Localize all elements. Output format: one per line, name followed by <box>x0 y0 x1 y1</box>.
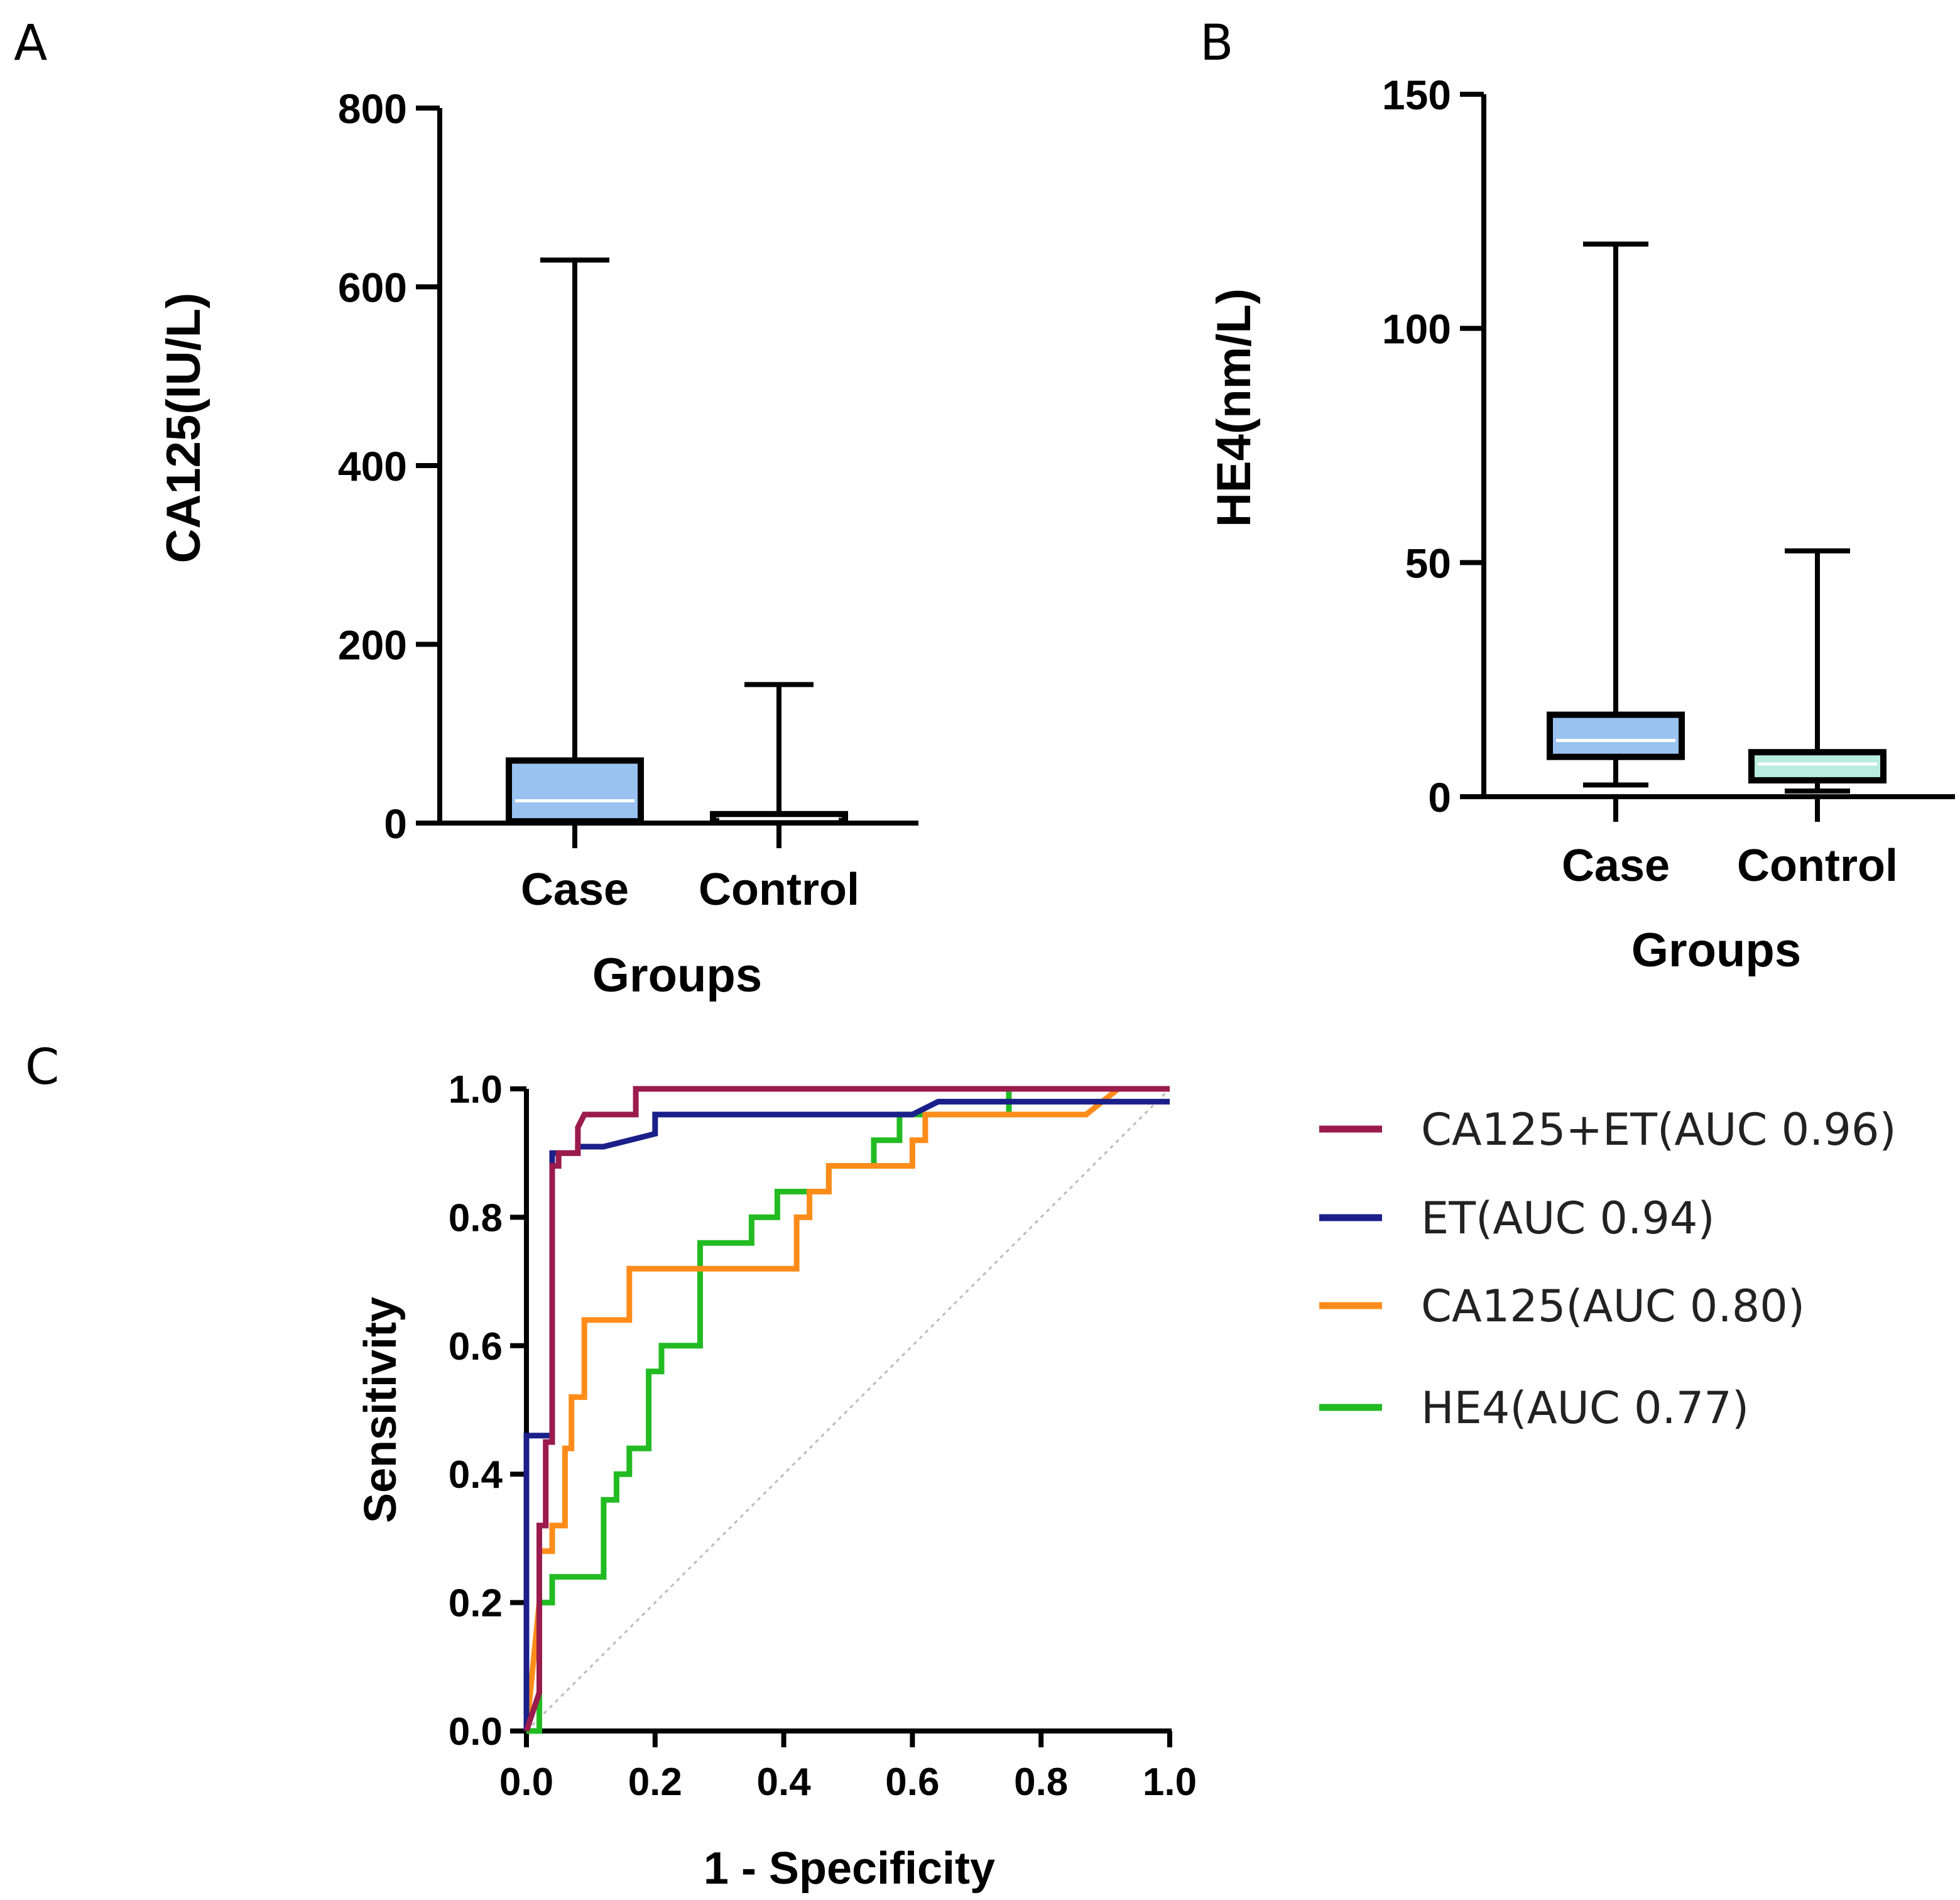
x-tick-label: Case <box>521 865 629 915</box>
box-iqr <box>506 757 644 825</box>
legend-label: HE4(AUC 0.77) <box>1421 1382 1749 1434</box>
x-tick-label: 0.6 <box>885 1761 939 1804</box>
box-case: Case <box>506 257 644 915</box>
x-axis-title: Groups <box>592 949 762 1002</box>
legend: CA125+ET(AUC 0.96) ET(AUC 0.94) CA125(AUC … <box>1319 1104 1897 1434</box>
box-control: Control <box>699 682 859 915</box>
x-tick-label: Control <box>699 865 859 915</box>
y-tick-label: 0.4 <box>449 1453 503 1497</box>
y-tick-label: 1.0 <box>449 1068 503 1111</box>
box-control: Control <box>1737 548 1898 891</box>
legend-label: ET(AUC 0.94) <box>1421 1193 1715 1244</box>
chart-b: 0 50 100 150 HE4(nm/L) Groups Case Control <box>1207 72 1955 977</box>
roc-line-he4-auc-0-77 <box>526 1086 1170 1734</box>
chart-a: 0 200 400 600 800 CA125(IU/L) Groups Case Contro… <box>157 85 918 1002</box>
x-tick-label: 0.0 <box>499 1761 553 1804</box>
y-tick-label: 100 <box>1382 306 1451 352</box>
box-iqr <box>1748 749 1886 783</box>
y-tick-label: 0.2 <box>449 1582 503 1625</box>
x-axis-title: 1 - Specificity <box>704 1843 995 1894</box>
legend-label: CA125+ET(AUC 0.96) <box>1421 1104 1897 1155</box>
legend-label: CA125(AUC 0.80) <box>1421 1280 1805 1332</box>
panel-label-c: C <box>25 1039 59 1096</box>
y-axis-title: HE4(nm/L) <box>1207 288 1261 527</box>
panel-label-a: A <box>14 15 47 72</box>
y-tick-label: 50 <box>1405 540 1451 586</box>
y-tick-label: 400 <box>338 443 407 489</box>
legend-item-ca125-et-auc-0-96: CA125+ET(AUC 0.96) <box>1319 1104 1897 1155</box>
reference-diagonal <box>525 1088 1171 1732</box>
x-tick-label: 0.2 <box>628 1761 682 1804</box>
panel-label-b: B <box>1200 15 1234 72</box>
y-axis-title: CA125(IU/L) <box>157 293 210 564</box>
y-tick-label: 0 <box>1428 774 1451 821</box>
y-tick-label: 800 <box>338 85 407 132</box>
x-tick-label: Case <box>1562 841 1670 891</box>
y-tick-label: 0.8 <box>449 1196 503 1240</box>
y-tick-label: 0 <box>384 800 407 847</box>
x-tick-label: Control <box>1737 841 1898 891</box>
y-tick-label: 600 <box>338 265 407 311</box>
chart-c: 0.0 0.2 0.4 0.6 0.8 1.0 0.0 0.2 0.4 0.6 0.8 1.0 Sens… <box>356 1068 1897 1894</box>
y-axis-title: Sensitivity <box>356 1297 406 1523</box>
box-iqr <box>1547 711 1685 760</box>
legend-item-ca125-auc-0-80: CA125(AUC 0.80) <box>1319 1280 1805 1332</box>
box-case: Case <box>1547 241 1685 891</box>
legend-item-et-auc-0-94: ET(AUC 0.94) <box>1319 1193 1715 1244</box>
y-tick-label: 150 <box>1382 72 1451 118</box>
x-tick-label: 0.4 <box>756 1761 811 1804</box>
x-tick-label: 1.0 <box>1143 1761 1197 1804</box>
x-tick-label: 0.8 <box>1014 1761 1068 1804</box>
y-tick-label: 0.6 <box>449 1325 503 1368</box>
x-axis-title: Groups <box>1631 924 1801 977</box>
roc-line-ca125-auc-0-80 <box>523 1086 1170 1732</box>
y-tick-label: 200 <box>338 622 407 669</box>
legend-item-he4-auc-0-77: HE4(AUC 0.77) <box>1319 1382 1749 1434</box>
roc-line-et-auc-0-94 <box>523 1098 1170 1731</box>
y-tick-label: 0.0 <box>449 1710 503 1754</box>
roc-line-ca125-et-auc-0-96 <box>523 1086 1170 1732</box>
